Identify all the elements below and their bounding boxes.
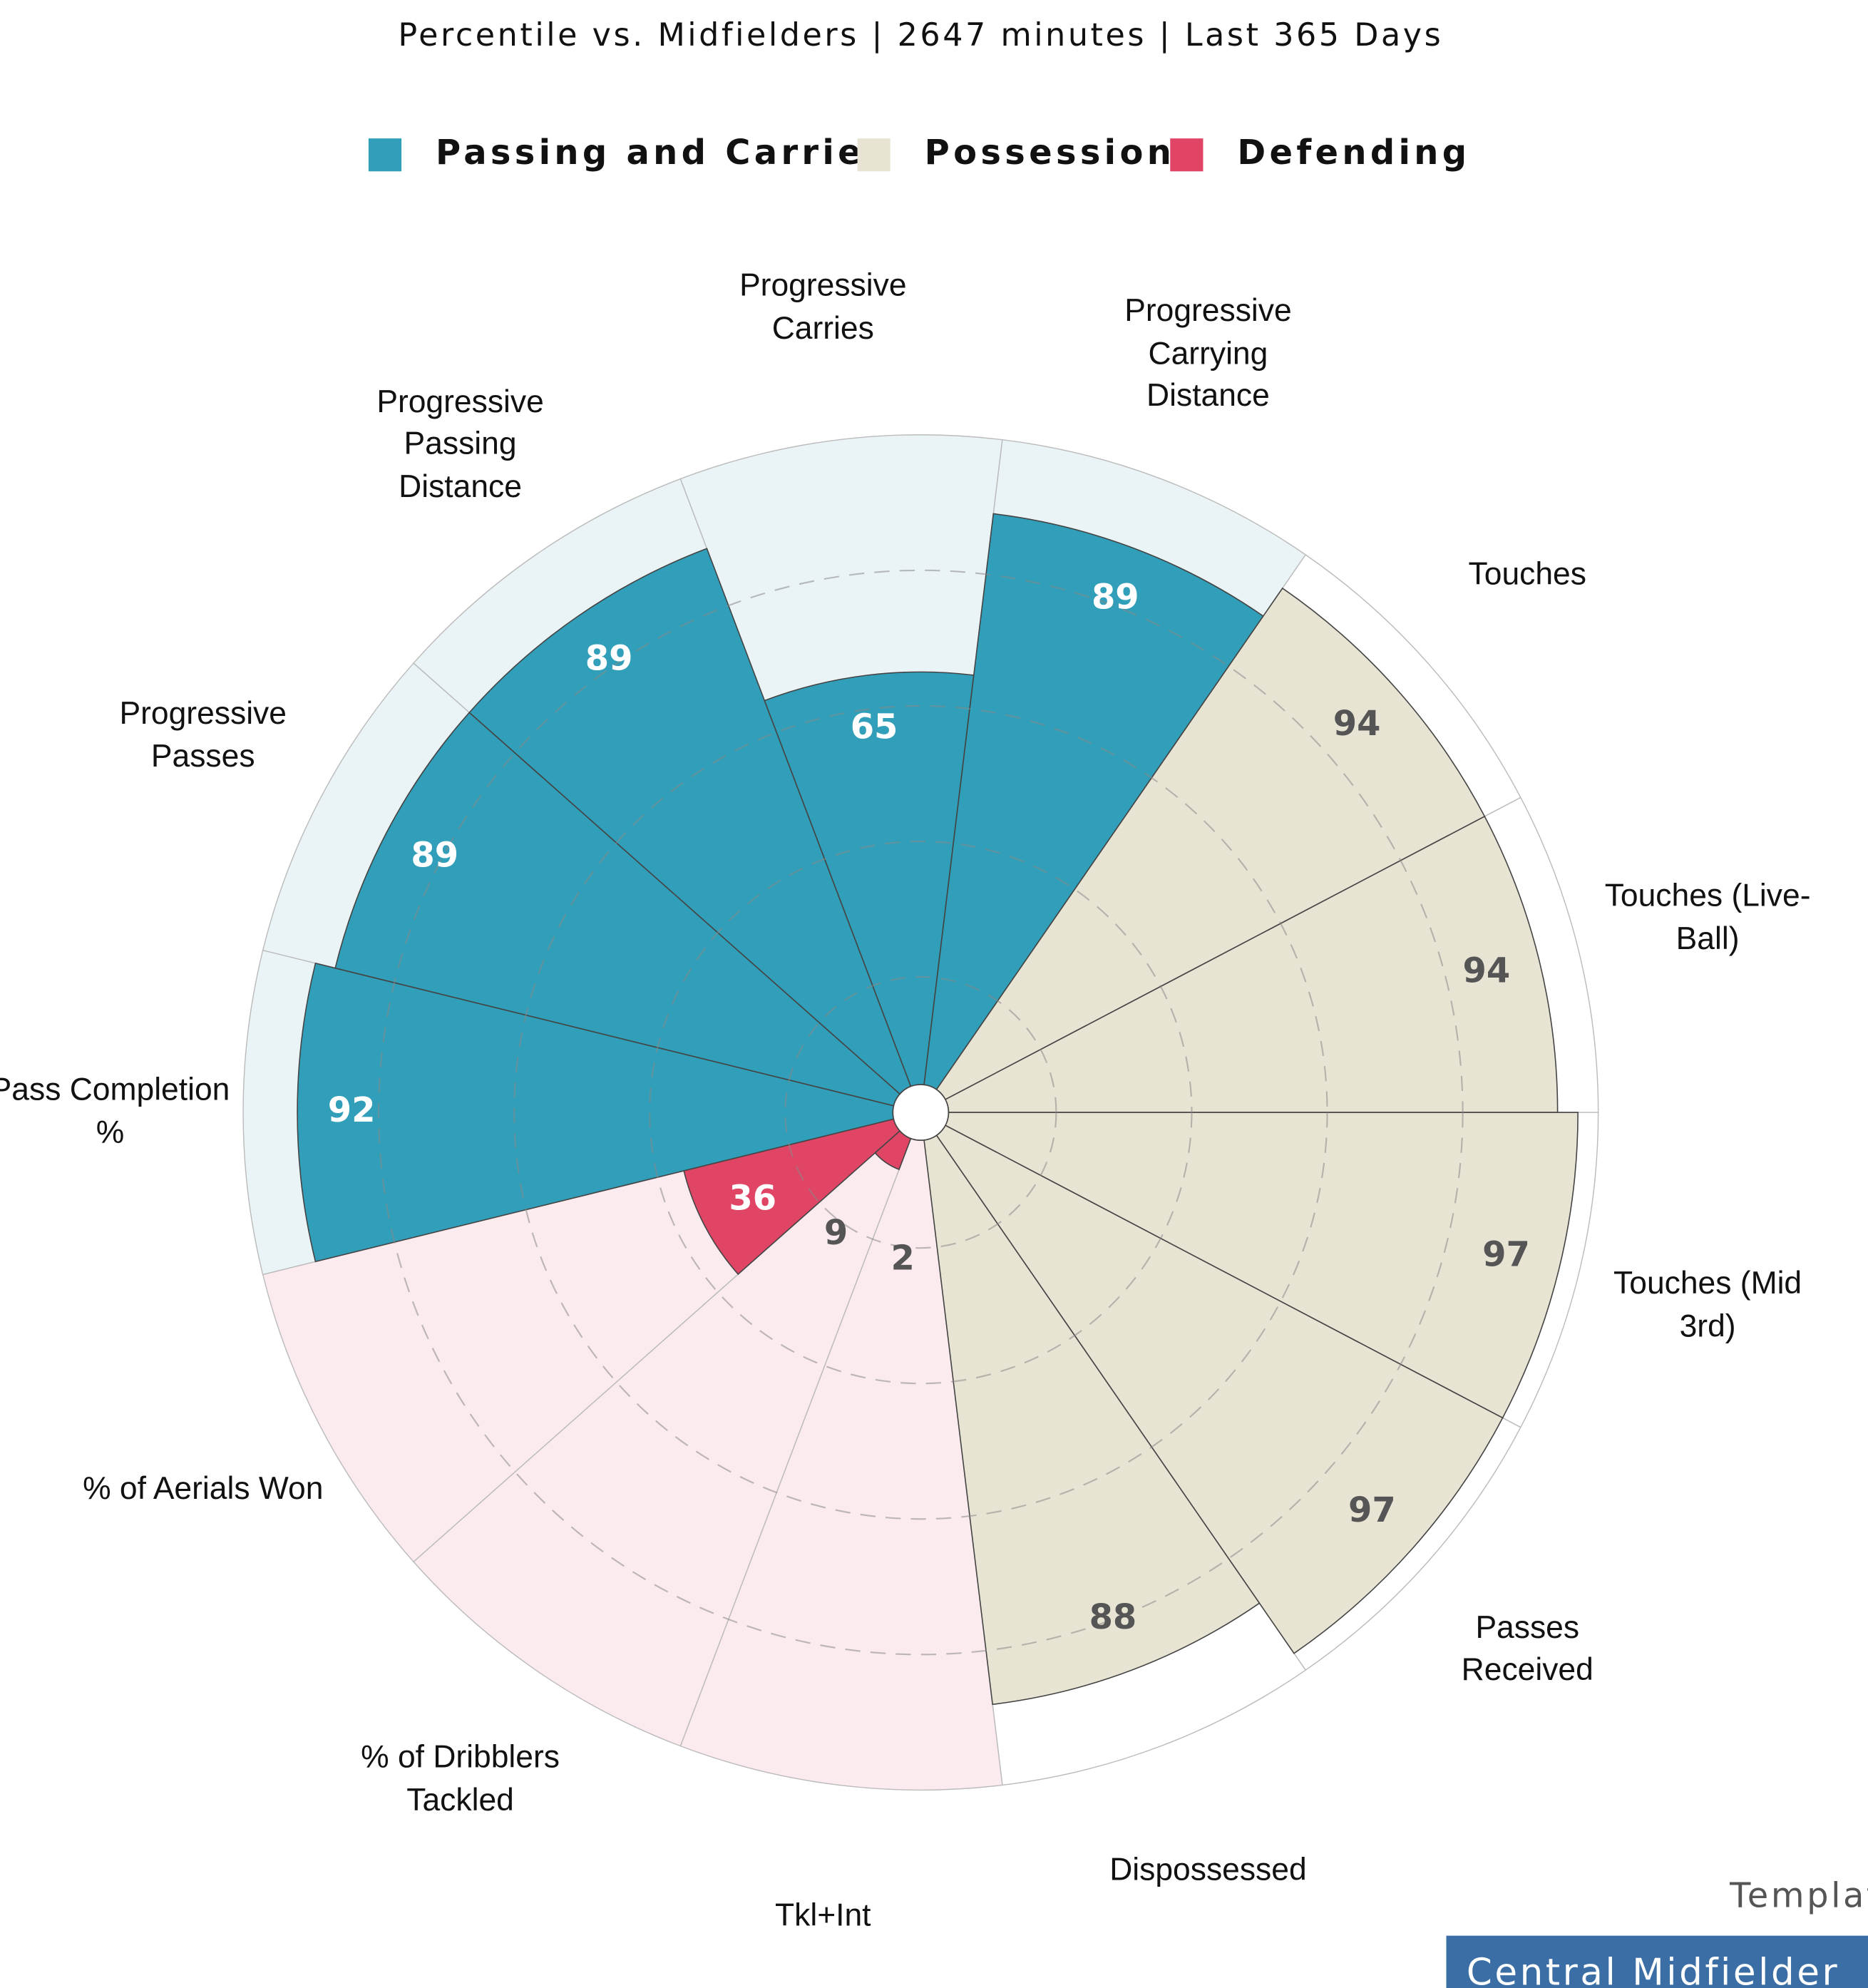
bar: [920, 1112, 1261, 1706]
grid-ring: [649, 840, 1193, 1385]
bar: [297, 962, 921, 1263]
slice-background: [413, 1112, 922, 1747]
legend-swatch: [368, 138, 402, 172]
parameter-label: Touches (Live-Ball): [1604, 878, 1811, 957]
parameter-label: Passes Received: [1461, 1609, 1594, 1689]
parameter-label: Tkl+Int: [775, 1898, 871, 1934]
legend-label: Defending: [1237, 133, 1470, 173]
parameter-label: Progressive Carries: [739, 267, 907, 346]
value-label: 89: [1092, 577, 1139, 617]
parameter-label-box: Dispossessed: [1109, 1851, 1307, 1887]
parameter-label-box: Progressive Passing Distance: [376, 384, 544, 505]
template-box: [1446, 1935, 1868, 1988]
grid-ring: [378, 569, 1464, 1656]
parameter-label-box: Touches (Mid 3rd): [1613, 1266, 1802, 1345]
parameter-label-box: Pass Completion %: [0, 1072, 230, 1151]
parameter-label-box: Tkl+Int: [775, 1898, 871, 1934]
parameter-label: Touches (Mid 3rd): [1613, 1266, 1802, 1345]
value-label: 88: [1089, 1597, 1137, 1637]
parameter-label-box: Touches (Live-Ball): [1604, 878, 1811, 957]
parameter-label: Progressive Passes: [119, 695, 287, 774]
bar: [920, 1112, 1579, 1419]
bar: [920, 815, 1559, 1113]
bar: [683, 1112, 921, 1276]
bar: [920, 1112, 1504, 1654]
legend-label: Passing and Carries: [436, 133, 889, 173]
template-name: Central Midfielder: [1467, 1952, 1839, 1988]
value-label: 89: [585, 639, 633, 679]
parameter-label: % of Aerials Won: [83, 1470, 324, 1506]
parameter-label: Touches: [1468, 555, 1586, 592]
parameter-label-box: Progressive Carries: [739, 267, 907, 346]
parameter-label-box: Progressive Passes: [119, 695, 287, 774]
value-label: 36: [729, 1179, 776, 1219]
parameter-label-box: Progressive Carrying Distance: [1124, 292, 1292, 414]
parameter-label-box: % of Aerials Won: [83, 1470, 324, 1506]
parameter-label: Progressive Passing Distance: [376, 384, 544, 505]
legend-label: Possession: [925, 133, 1176, 173]
value-label: 89: [411, 835, 458, 875]
value-label: 94: [1463, 951, 1511, 990]
legend-swatch: [1170, 138, 1204, 172]
slice-background: [679, 1112, 1003, 1791]
value-label: 92: [328, 1090, 376, 1130]
template-label: Template: [1729, 1875, 1868, 1915]
chart-title: Percentile vs. Midfielders | 2647 minute…: [398, 17, 1443, 53]
parameter-label: Pass Completion %: [0, 1072, 230, 1151]
value-label: 94: [1333, 704, 1381, 744]
bar: [920, 587, 1486, 1113]
parameter-label-box: % of Dribblers Tackled: [361, 1739, 560, 1818]
legend-swatch: [857, 138, 891, 172]
parameter-label-box: Touches: [1468, 555, 1586, 592]
parameter-label-box: Passes Received: [1461, 1609, 1594, 1689]
bar: [764, 671, 975, 1113]
parameter-label: Progressive Carrying Distance: [1124, 292, 1292, 414]
parameter-label: % of Dribblers Tackled: [361, 1739, 560, 1818]
center-hole: [892, 1084, 950, 1142]
value-label: 2: [891, 1239, 914, 1279]
value-label: 9: [824, 1213, 848, 1253]
bar: [334, 712, 921, 1113]
value-label: 97: [1482, 1234, 1530, 1274]
bar: [920, 513, 1264, 1113]
value-label: 97: [1348, 1490, 1396, 1530]
parameter-label: Dispossessed: [1109, 1851, 1307, 1887]
value-label: 65: [851, 707, 898, 747]
